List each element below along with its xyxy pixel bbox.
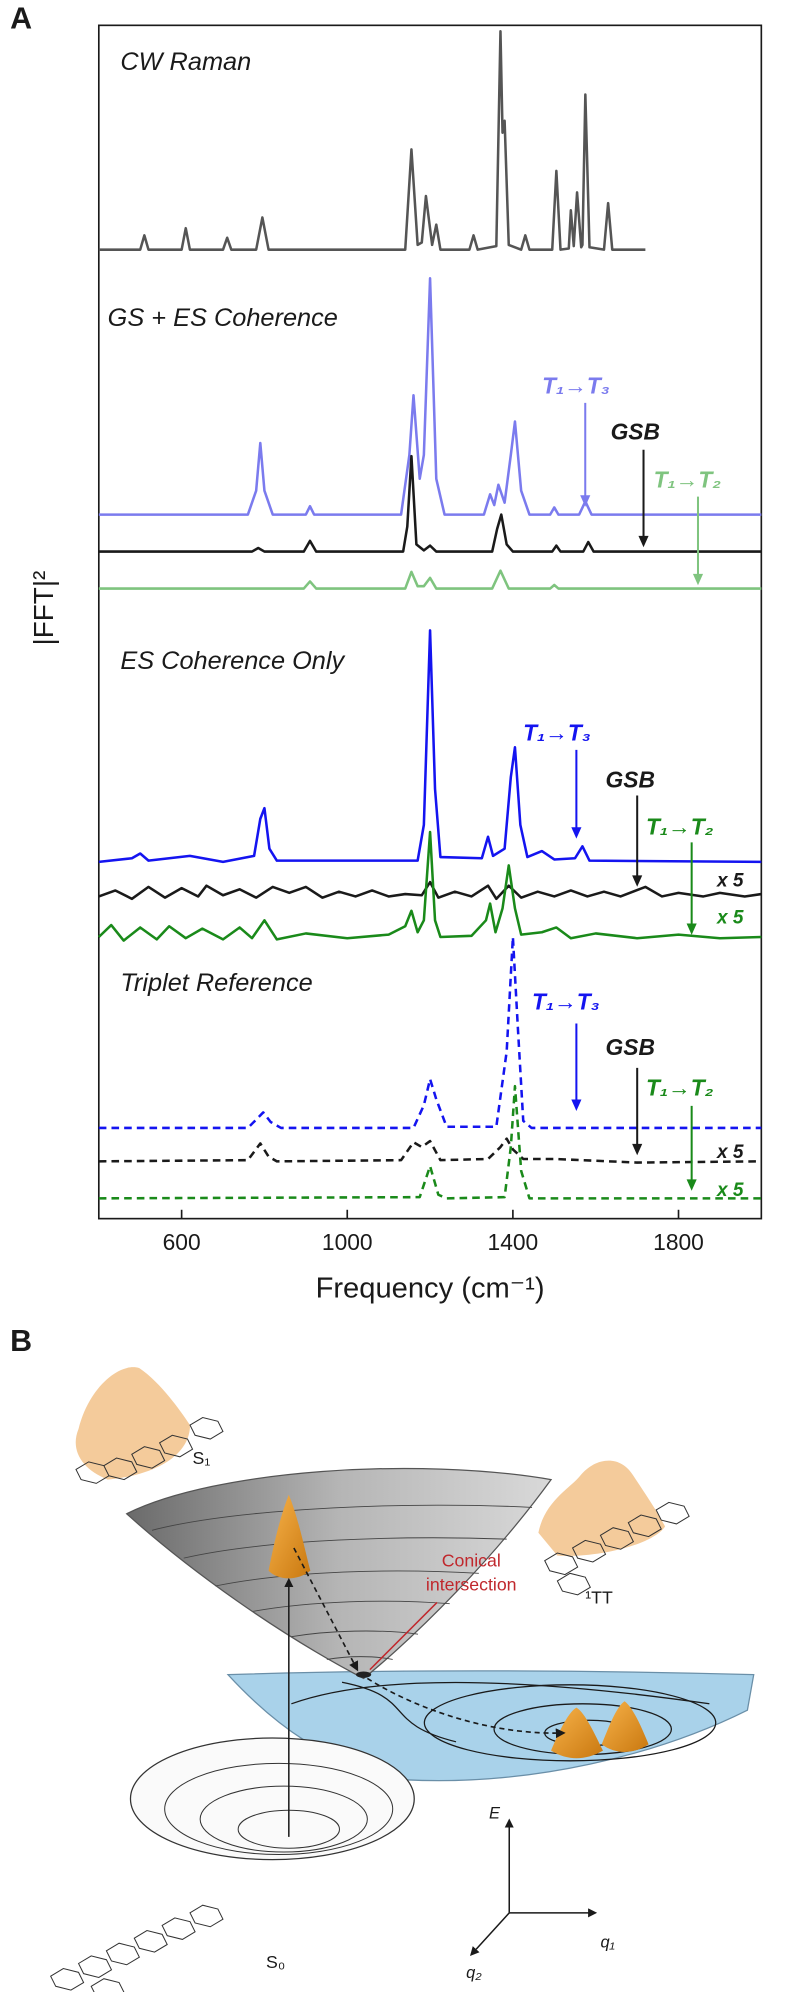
annotation: GSB [611, 418, 660, 444]
coordinate-axes [470, 1818, 598, 1956]
arrow-head [632, 875, 643, 887]
annotation: x 5 [716, 871, 744, 892]
conical-label: Conical [442, 1551, 501, 1571]
cone-contours [151, 1504, 533, 1660]
x-tick-label: 1800 [653, 1229, 704, 1255]
annotation: GSB [606, 1034, 655, 1060]
panel-label: B [10, 1324, 32, 1358]
arrow-head [686, 923, 697, 935]
wavepacket [601, 1701, 649, 1752]
arrow-head [571, 827, 582, 839]
molecule [544, 1501, 690, 1596]
annotation: x 5 [716, 1180, 744, 1201]
tt-label: ¹TT [585, 1587, 613, 1607]
annotation: T₁→T₂ [646, 1074, 714, 1100]
annotation: T₁→T₃ [542, 373, 610, 399]
annotation: T₁→T₃ [523, 720, 591, 746]
fission-arrow [366, 1677, 566, 1739]
annotation: T₁→T₂ [654, 466, 722, 492]
arrow-head [686, 1179, 697, 1191]
annotation: ES Coherence Only [120, 647, 345, 675]
molecule [50, 1904, 224, 1992]
annotation: GS + ES Coherence [108, 304, 338, 332]
intersection-point [355, 1671, 372, 1678]
s1-cone [125, 1467, 553, 1680]
y-axis-label: |FFT|² [28, 571, 59, 646]
annotation: T₁→T₂ [646, 813, 714, 839]
x-tick-label: 1400 [488, 1229, 539, 1255]
axis-label: q₂ [466, 1964, 482, 1982]
x-axis-label: Frequency (cm⁻¹) [316, 1272, 545, 1304]
annotation: Triplet Reference [120, 969, 312, 997]
arrow-head [692, 573, 704, 586]
spectrum-line [98, 880, 762, 901]
annotation: x 5 [716, 1142, 744, 1163]
annotation: GSB [606, 767, 655, 793]
s0-label: S₀ [266, 1952, 285, 1972]
pointer [369, 1601, 438, 1671]
arrow-head [571, 1099, 582, 1111]
spectrum-line [98, 569, 762, 590]
bowl-contours [164, 1762, 394, 1856]
plot-frame [97, 24, 763, 1220]
spectrum-line [98, 454, 762, 553]
s0-bowl [129, 1737, 415, 1861]
schematic: S₁ Conical intersection ¹TT S₀ E q₁ q₂ [50, 1367, 755, 1992]
spectrum-line [98, 1137, 762, 1164]
spectrum-line [98, 1084, 762, 1200]
axis-label: E [489, 1804, 501, 1822]
x-tick-label: 600 [163, 1229, 201, 1255]
wavepacket [75, 1367, 191, 1480]
x-tick-label: 1000 [322, 1229, 373, 1255]
spectra-chart: 600 1000 1400 1800 Frequency (cm⁻¹) |FFT|² CW … [28, 24, 763, 1304]
wavepacket [551, 1707, 603, 1759]
spectrum-line [98, 30, 646, 251]
wavepacket [268, 1494, 311, 1579]
annotation: CW Raman [120, 48, 251, 76]
arrow-head [632, 1143, 643, 1156]
panel-label: A [10, 1, 32, 35]
wavepacket [538, 1460, 666, 1556]
annotation: T₁→T₃ [532, 988, 600, 1014]
conical-label: intersection [426, 1575, 517, 1595]
spectrum-line [97, 830, 762, 942]
axis-label: q₁ [600, 1934, 614, 1952]
annotation: x 5 [716, 907, 744, 928]
spectrum-line [98, 935, 762, 1130]
arrow-head [638, 535, 649, 548]
molecule [75, 1416, 224, 1484]
arrow-head [580, 495, 591, 507]
spectrum-line [98, 277, 762, 516]
s1-label: S₁ [193, 1448, 211, 1468]
spectrum-line [98, 629, 762, 864]
